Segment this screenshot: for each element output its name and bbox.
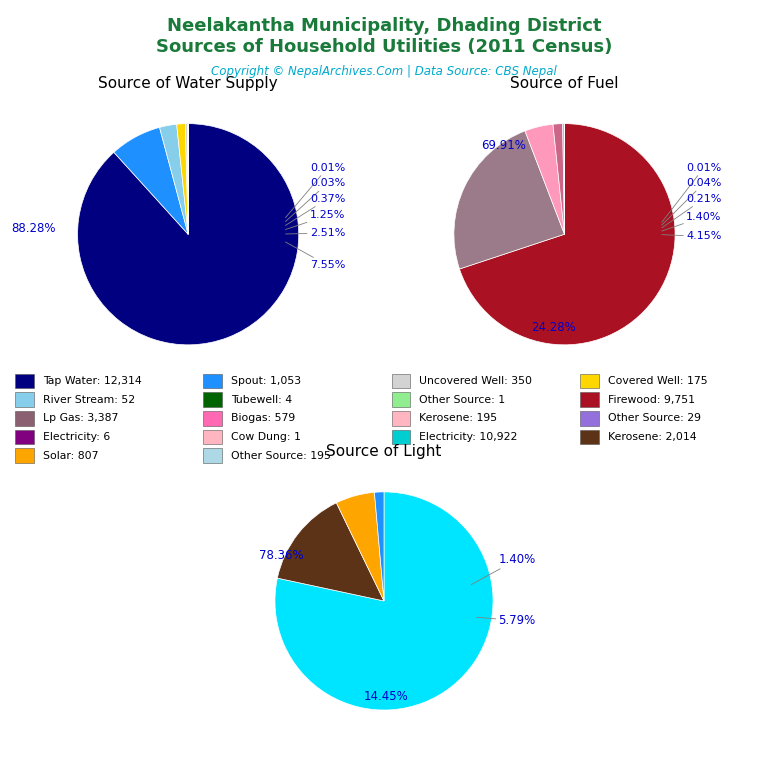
Title: Source of Fuel: Source of Fuel	[510, 76, 619, 91]
Bar	[392, 430, 410, 445]
Wedge shape	[336, 492, 384, 601]
Text: Lp Gas: 3,387: Lp Gas: 3,387	[43, 413, 118, 423]
Wedge shape	[375, 492, 384, 601]
Text: River Stream: 52: River Stream: 52	[43, 395, 135, 405]
Wedge shape	[277, 503, 384, 601]
Wedge shape	[454, 131, 564, 269]
Bar	[580, 374, 598, 389]
Text: 24.28%: 24.28%	[531, 320, 576, 333]
Text: Spout: 1,053: Spout: 1,053	[231, 376, 301, 386]
Bar	[204, 374, 222, 389]
Text: 2.51%: 2.51%	[286, 228, 345, 238]
Bar	[392, 392, 410, 407]
Text: Copyright © NepalArchives.Com | Data Source: CBS Nepal: Copyright © NepalArchives.Com | Data Sou…	[211, 65, 557, 78]
Text: Covered Well: 175: Covered Well: 175	[607, 376, 707, 386]
Text: Other Source: 195: Other Source: 195	[231, 451, 331, 461]
Bar	[392, 411, 410, 425]
Wedge shape	[114, 127, 188, 234]
Text: Cow Dung: 1: Cow Dung: 1	[231, 432, 301, 442]
Text: 1.25%: 1.25%	[286, 210, 345, 230]
Text: Electricity: 6: Electricity: 6	[43, 432, 111, 442]
Bar	[15, 430, 34, 445]
Text: 14.45%: 14.45%	[364, 690, 409, 703]
Bar	[392, 374, 410, 389]
Text: Tap Water: 12,314: Tap Water: 12,314	[43, 376, 142, 386]
Text: Sources of Household Utilities (2011 Census): Sources of Household Utilities (2011 Cen…	[156, 38, 612, 56]
Text: 0.03%: 0.03%	[286, 178, 345, 221]
Title: Source of Light: Source of Light	[326, 445, 442, 459]
Text: 0.01%: 0.01%	[286, 163, 345, 217]
Text: 0.21%: 0.21%	[662, 194, 721, 228]
Bar	[204, 449, 222, 463]
Bar	[580, 411, 598, 425]
Text: Solar: 807: Solar: 807	[43, 451, 98, 461]
Text: 88.28%: 88.28%	[11, 222, 55, 235]
Text: 7.55%: 7.55%	[286, 242, 345, 270]
Wedge shape	[185, 124, 188, 234]
Text: Neelakantha Municipality, Dhading District: Neelakantha Municipality, Dhading Distri…	[167, 17, 601, 35]
Text: 1.40%: 1.40%	[472, 553, 536, 584]
Bar	[15, 374, 34, 389]
Bar	[204, 430, 222, 445]
Bar	[204, 411, 222, 425]
Text: Uncovered Well: 350: Uncovered Well: 350	[419, 376, 532, 386]
Bar	[15, 392, 34, 407]
Wedge shape	[160, 124, 188, 234]
Bar	[15, 411, 34, 425]
Text: 0.04%: 0.04%	[662, 178, 721, 225]
Bar	[580, 430, 598, 445]
Text: Other Source: 1: Other Source: 1	[419, 395, 505, 405]
Text: Electricity: 10,922: Electricity: 10,922	[419, 432, 518, 442]
Text: 4.15%: 4.15%	[662, 231, 721, 241]
Text: Biogas: 579: Biogas: 579	[231, 413, 296, 423]
Bar	[15, 449, 34, 463]
Wedge shape	[177, 124, 188, 234]
Text: 0.37%: 0.37%	[286, 194, 345, 225]
Text: Kerosene: 2,014: Kerosene: 2,014	[607, 432, 696, 442]
Wedge shape	[459, 124, 675, 345]
Bar	[204, 392, 222, 407]
Bar	[580, 392, 598, 407]
Text: Firewood: 9,751: Firewood: 9,751	[607, 395, 694, 405]
Text: 0.01%: 0.01%	[662, 163, 721, 222]
Wedge shape	[563, 124, 564, 234]
Text: 5.79%: 5.79%	[477, 614, 536, 627]
Text: 69.91%: 69.91%	[482, 139, 526, 152]
Title: Source of Water Supply: Source of Water Supply	[98, 76, 278, 91]
Text: Other Source: 29: Other Source: 29	[607, 413, 700, 423]
Text: Tubewell: 4: Tubewell: 4	[231, 395, 293, 405]
Wedge shape	[525, 124, 564, 234]
Wedge shape	[553, 124, 564, 234]
Wedge shape	[275, 492, 493, 710]
Text: 1.40%: 1.40%	[662, 211, 721, 231]
Wedge shape	[78, 124, 299, 345]
Text: 78.36%: 78.36%	[259, 548, 303, 561]
Text: Kerosene: 195: Kerosene: 195	[419, 413, 498, 423]
